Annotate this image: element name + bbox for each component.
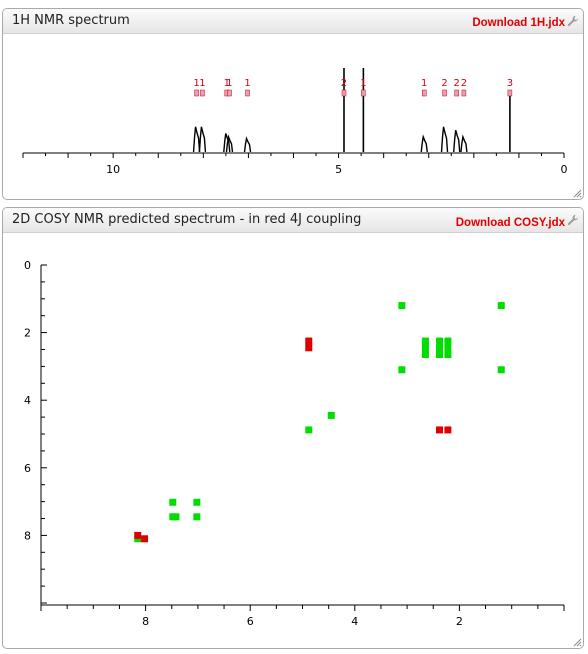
peak-marker: [507, 89, 513, 97]
cosy-panel: 2D COSY NMR predicted spectrum - in red …: [2, 207, 584, 649]
peak-integration-label: 1: [193, 78, 199, 89]
spectrum-peak: [223, 133, 231, 153]
cross-peak: [444, 351, 452, 359]
y-tick-label: 2: [24, 327, 31, 340]
peak-integration-label: 3: [507, 78, 513, 89]
y-tick-label: 0: [24, 259, 31, 272]
cross-peak-4j: [436, 426, 444, 434]
peak-marker: [227, 89, 232, 97]
cosy-chart: 0 2 4 6 8 8 6 4 2: [24, 259, 565, 628]
cross-peak: [436, 351, 444, 359]
wrench-icon[interactable]: [567, 15, 579, 27]
resize-grip-icon[interactable]: [573, 189, 582, 198]
x-tick-label: 0: [561, 163, 568, 176]
peak-integration-label: 1: [199, 78, 205, 89]
x-tick-label: 5: [335, 163, 342, 176]
cross-peak: [444, 337, 452, 345]
peak-integration-label: 2: [454, 78, 460, 89]
nmr-1h-panel: 1H NMR spectrum Download 1H.jdx 10 5 0 1 1 1 1…: [2, 8, 584, 200]
peak-marker: [200, 89, 205, 97]
spectrum-peak: [198, 126, 207, 153]
y-tick-label: 6: [24, 462, 31, 475]
y-tick-label: 4: [24, 394, 31, 407]
cross-peak-4j: [141, 535, 149, 543]
spectrum-peak: [243, 136, 252, 153]
cross-peak: [193, 513, 201, 521]
panel-title: 2D COSY NMR predicted spectrum - in red …: [12, 212, 362, 227]
peak-marker: [442, 89, 447, 97]
cross-peak: [436, 344, 444, 352]
cosy-header: 2D COSY NMR predicted spectrum - in red …: [3, 208, 583, 233]
x-tick-label: 8: [142, 615, 149, 628]
x-tick-label: 2: [456, 615, 463, 628]
cross-peak: [497, 366, 505, 374]
peak-marker: [454, 89, 459, 97]
spectrum-peak: [460, 134, 468, 153]
cross-peak: [497, 302, 505, 310]
wrench-icon[interactable]: [567, 214, 579, 226]
peak-marker: [245, 89, 250, 97]
x-tick-label: 4: [351, 615, 358, 628]
peak-integration-label: 2: [341, 78, 347, 89]
cross-peak: [421, 351, 429, 359]
peak-integration-label: 1: [226, 78, 232, 89]
peak-integration-label: 1: [360, 78, 366, 89]
cross-peak: [327, 411, 335, 419]
download-cosy-link[interactable]: Download COSY.jdx: [455, 217, 565, 229]
peak-integration-label: 1: [224, 78, 230, 89]
peak-marker: [341, 89, 347, 97]
cross-peak-4j: [444, 426, 452, 434]
cross-peak: [421, 344, 429, 352]
nmr-1h-header: 1H NMR spectrum Download 1H.jdx: [3, 9, 583, 34]
cross-peak: [436, 337, 444, 345]
peak-marker: [194, 89, 199, 97]
spectrum-peak: [453, 129, 461, 153]
cross-peak: [398, 366, 406, 374]
peak-integration-label: 2: [441, 78, 447, 89]
peak-integration-label: 1: [421, 78, 427, 89]
cross-peak-4j: [305, 344, 313, 352]
spectrum-peak: [225, 134, 234, 153]
peak-marker: [461, 89, 467, 97]
cross-peak: [193, 498, 201, 506]
spectrum-peak: [420, 134, 428, 153]
x-tick-label: 10: [106, 163, 120, 176]
peak-marker: [361, 89, 366, 97]
cross-peak: [305, 426, 313, 434]
cross-peak: [421, 337, 429, 345]
download-1h-link[interactable]: Download 1H.jdx: [472, 17, 565, 29]
y-tick-label: 8: [24, 529, 31, 542]
resize-grip-icon[interactable]: [573, 638, 582, 647]
x-tick-label: 6: [247, 615, 254, 628]
spectrum-peak: [192, 126, 201, 153]
peak-marker: [421, 89, 427, 97]
peak-integration-label: 2: [461, 78, 467, 89]
nmr-1h-chart: 10 5 01 1 11 1 2 1 1 2 2 2 3: [22, 68, 568, 176]
cross-peak: [169, 498, 177, 506]
peak-integration-label: 1: [244, 78, 250, 89]
spectrum-peak: [440, 126, 449, 153]
cross-peak-4j: [134, 531, 142, 539]
cross-peak-4j: [305, 337, 313, 345]
cross-peak: [172, 513, 180, 521]
panel-title: 1H NMR spectrum: [12, 13, 130, 28]
cross-peak: [444, 344, 452, 352]
cross-peak: [398, 302, 406, 310]
